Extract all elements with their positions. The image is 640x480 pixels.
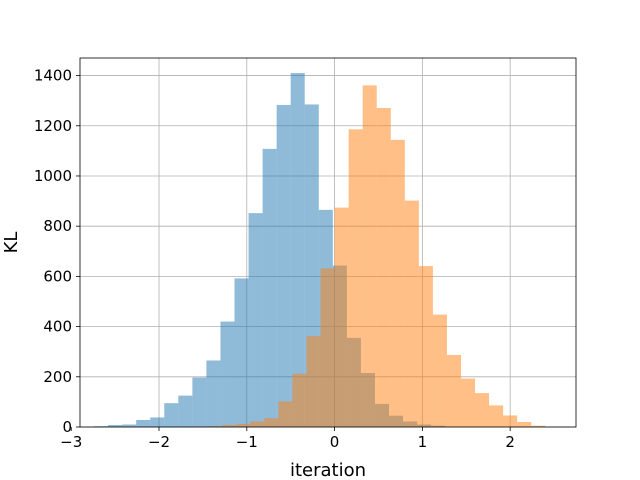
- histogram-bar: [290, 73, 305, 428]
- histogram-bar: [292, 373, 307, 427]
- histogram-bar: [250, 421, 265, 427]
- y-tick-label: 0: [62, 418, 72, 436]
- histogram-bars: [94, 73, 546, 428]
- histogram-bar: [222, 424, 237, 427]
- histogram-bar: [206, 360, 221, 427]
- histogram-bar: [278, 401, 293, 427]
- axis-ticks: −3 −2 −1 0 1 2 0 200 400 600 800 1000 1200 1400: [34, 67, 515, 451]
- histogram-bar: [192, 377, 207, 427]
- histogram-bar: [108, 424, 123, 427]
- x-tick-label: 2: [505, 433, 515, 451]
- y-tick-label: 600: [43, 267, 72, 285]
- histogram-bar: [334, 207, 349, 427]
- histogram-bar: [236, 423, 251, 427]
- x-tick-label: −1: [236, 433, 258, 451]
- histogram-bar: [262, 148, 277, 427]
- y-axis-label: KL: [1, 232, 22, 254]
- histogram-bar: [404, 200, 419, 427]
- histogram-bar: [503, 415, 518, 427]
- histogram-bar: [320, 268, 335, 427]
- x-tick-label: −3: [60, 433, 82, 451]
- histogram-bar: [446, 354, 461, 427]
- histogram-bar: [220, 321, 235, 427]
- histogram-bar: [164, 403, 179, 427]
- histogram-bar: [418, 266, 433, 427]
- histogram-bar: [136, 419, 151, 427]
- histogram-bar: [460, 378, 476, 427]
- histogram-bar: [432, 314, 447, 427]
- histogram-bar: [489, 405, 504, 427]
- histogram-series-2: [208, 85, 546, 428]
- x-tick-label: −2: [148, 433, 170, 451]
- histogram-bar: [150, 417, 165, 427]
- histogram-bar: [276, 104, 291, 427]
- histogram-bar: [475, 393, 490, 427]
- plot-frame: [79, 57, 577, 428]
- x-axis-label: iteration: [290, 460, 366, 480]
- histogram-bar: [234, 278, 249, 427]
- histogram-bar: [517, 421, 532, 427]
- y-tick-label: 1200: [34, 117, 72, 135]
- histogram-bar: [178, 395, 193, 427]
- histogram-bar: [248, 213, 263, 427]
- y-tick-label: 1000: [34, 167, 72, 185]
- x-tick-label: 1: [418, 433, 428, 451]
- x-tick-label: 0: [330, 433, 340, 451]
- y-tick-label: 200: [43, 368, 72, 386]
- histogram-bar: [264, 418, 279, 427]
- histogram-bar: [531, 425, 546, 427]
- y-tick-label: 400: [43, 318, 72, 336]
- histogram-bar: [376, 107, 391, 427]
- histogram-bar: [390, 139, 405, 428]
- histogram-bar: [362, 85, 377, 428]
- histogram-bar: [122, 424, 137, 427]
- histogram-bar: [306, 336, 321, 427]
- y-tick-label: 1400: [34, 67, 72, 85]
- y-tick-label: 800: [43, 217, 72, 235]
- histogram-bar: [348, 129, 363, 427]
